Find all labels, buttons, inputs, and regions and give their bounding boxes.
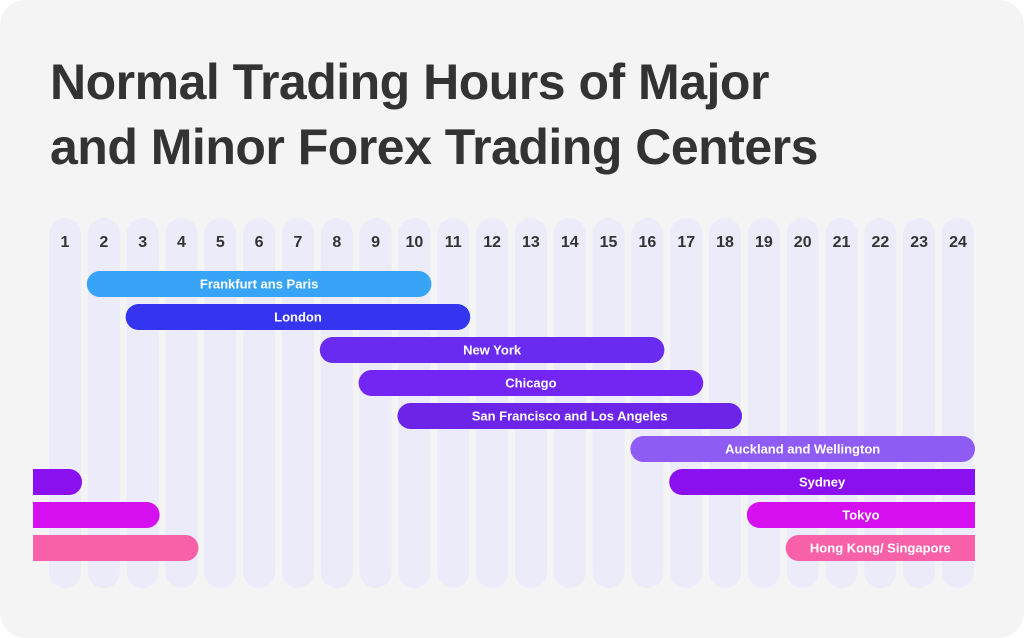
hour-column [87,218,120,588]
hour-label: 1 [61,234,70,251]
hour-label: 21 [833,234,851,251]
hour-label: 12 [483,234,501,251]
hour-column [49,218,81,588]
hour-label: 20 [794,234,812,251]
hour-label: 22 [871,234,889,251]
session-bar [785,535,975,561]
hour-label: 10 [406,234,424,251]
hour-label: 5 [216,234,225,251]
hour-label: 17 [677,234,695,251]
hour-label: 6 [255,234,264,251]
hour-label: 19 [755,234,773,251]
hour-label: 2 [99,234,108,251]
session-bar [319,337,665,363]
session-bar [630,436,975,462]
hour-label: 11 [445,234,462,251]
session-bar-wrap [33,469,82,495]
session-label: San Francisco and Los Angeles [472,408,668,423]
session-label: London [274,309,322,324]
hour-label: 13 [522,234,540,251]
hour-label: 15 [600,234,618,251]
hour-column [747,218,780,588]
session-bar [125,304,471,330]
session-bar [86,271,432,297]
hour-column [942,218,974,588]
hour-label: 23 [910,234,928,251]
hour-label: 9 [371,234,380,251]
session-label: Tokyo [842,507,879,522]
hour-label: 3 [138,234,147,251]
hour-label: 8 [332,234,341,251]
session-label: Sydney [799,474,846,489]
hour-label: 18 [716,234,734,251]
session-bar [358,370,704,396]
hour-label: 16 [638,234,656,251]
session-label: Hong Kong/ Singapore [810,540,951,555]
session-bar [669,469,975,495]
session-bar-wrap [33,502,160,528]
hour-column [864,218,897,588]
hour-column [786,218,819,588]
session-bar-wrap [33,535,199,561]
session-bar [397,403,743,429]
session-label: Chicago [505,375,556,390]
session-label: Auckland and Wellington [725,441,880,456]
session-label: Frankfurt ans Paris [200,276,319,291]
hour-label: 14 [561,234,579,251]
session-bar [746,502,975,528]
hour-column [903,218,936,588]
hour-label: 24 [949,234,967,251]
session-label: New York [463,342,522,357]
hour-label: 4 [177,234,186,251]
chart-title: Normal Trading Hours of Major and Minor … [50,54,818,175]
hour-column [825,218,858,588]
hour-label: 7 [294,234,303,251]
